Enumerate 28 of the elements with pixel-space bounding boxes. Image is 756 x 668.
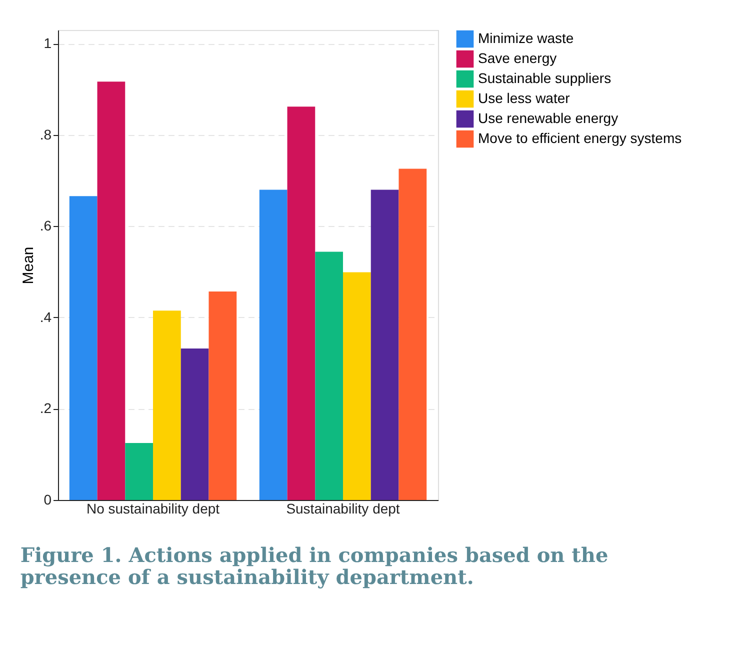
- bar: [69, 196, 98, 500]
- bar: [343, 272, 371, 500]
- legend-label: Minimize waste: [478, 30, 574, 46]
- y-tick-label: 0: [44, 492, 52, 508]
- y-tick-label: .4: [40, 308, 52, 325]
- bar: [125, 442, 153, 500]
- bar: [315, 252, 343, 500]
- legend-label: Use renewable energy: [478, 110, 618, 126]
- legend-label: Save energy: [478, 50, 557, 66]
- legend-label: Sustainable suppliers: [478, 70, 612, 86]
- y-tick-label: 1: [44, 35, 52, 52]
- bar: [259, 190, 288, 500]
- y-tick-label: .8: [40, 126, 52, 142]
- x-tick-label: Sustainability dept: [286, 500, 400, 516]
- y-tick-label: .6: [40, 218, 52, 234]
- y-tick-label: .2: [40, 400, 52, 416]
- bar: [180, 348, 209, 500]
- x-tick-label: No sustainability dept: [86, 500, 220, 516]
- bar: [370, 190, 399, 500]
- legend-label: Move to efficient energy systems: [478, 130, 682, 146]
- bar: [97, 82, 126, 500]
- bar: [287, 106, 316, 500]
- bar: [208, 291, 237, 500]
- bar: [153, 310, 181, 500]
- y-axis-title: Mean: [20, 246, 37, 284]
- bar: [398, 168, 427, 500]
- text: Figure 1. Actions applied in companies based on the presence of a sustainability department.: [20, 543, 608, 589]
- legend-label: Use less water: [478, 90, 570, 106]
